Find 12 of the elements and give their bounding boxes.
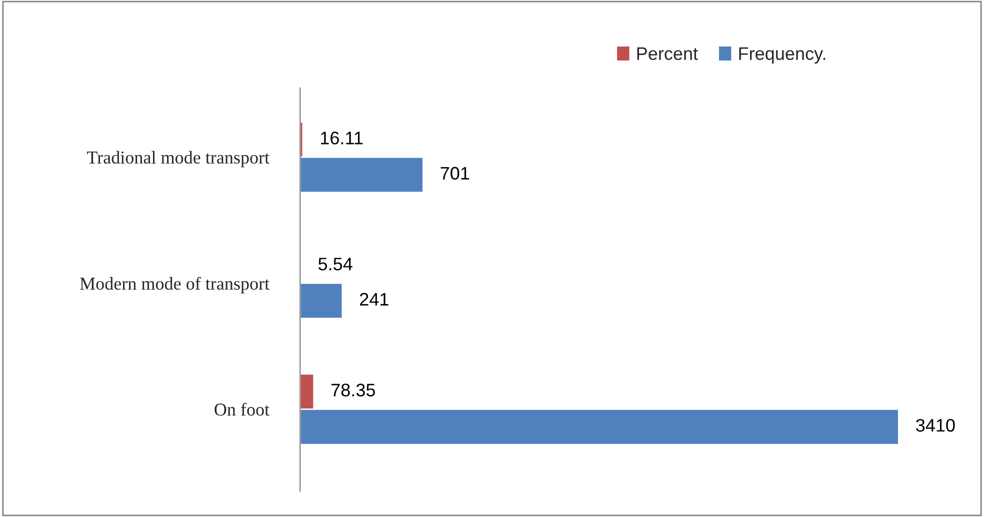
legend-label: Percent (637, 47, 698, 60)
legend-label: Frequency. (739, 47, 826, 64)
data-label: 5.54 (318, 258, 352, 270)
y-tick-label: Tradional mode transport (87, 150, 270, 168)
y-tick-label: Modern mode of transport (80, 276, 270, 294)
bar (300, 282, 344, 320)
data-label: 241 (360, 292, 388, 306)
data-label: 701 (440, 166, 470, 180)
data-label: 78.35 (331, 384, 375, 396)
data-label: 16.11 (320, 132, 363, 144)
data-label: 3410 (916, 418, 955, 432)
y-tick-label: On foot (214, 402, 270, 416)
